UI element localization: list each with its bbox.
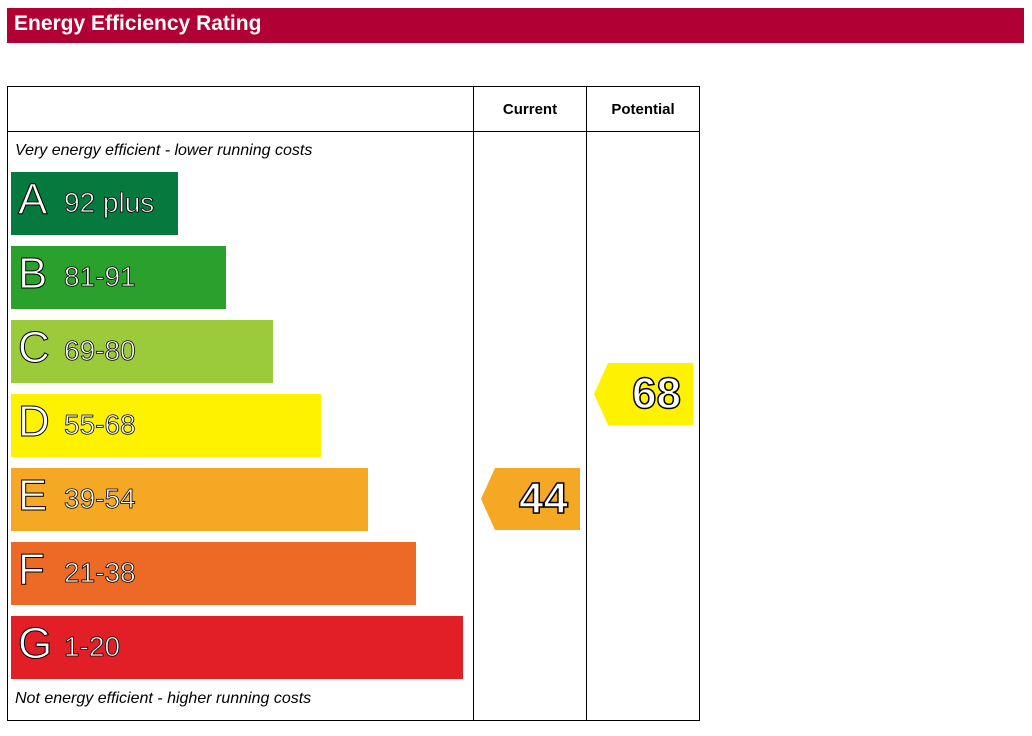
current-rating-value: 44 <box>518 473 568 524</box>
band-c: C 69-80 <box>11 320 273 383</box>
current-rating-marker: 44 <box>481 468 580 530</box>
band-d: D 55-68 <box>11 394 321 457</box>
band-range: 69-80 <box>64 335 136 367</box>
divider-potential <box>586 87 587 720</box>
top-caption: Very energy efficient - lower running co… <box>15 142 313 159</box>
potential-marker-shape <box>594 363 693 425</box>
band-g: G 1-20 <box>11 616 463 679</box>
potential-column-header: Potential <box>611 101 675 118</box>
band-letter: G <box>17 619 53 669</box>
band-a: A 92 plus <box>11 172 178 235</box>
band-range: 1-20 <box>64 631 121 663</box>
potential-rating-value: 68 <box>631 368 681 419</box>
potential-rating-marker: 68 <box>594 363 693 425</box>
band-range: 92 plus <box>64 187 155 219</box>
current-column-header: Current <box>502 101 558 118</box>
band-letter: F <box>18 545 46 595</box>
band-range: 39-54 <box>64 483 136 515</box>
bottom-caption: Not energy efficient - higher running co… <box>15 690 312 707</box>
title-bar: Energy Efficiency Rating <box>7 8 1024 43</box>
band-letter: B <box>17 249 48 299</box>
band-f: F 21-38 <box>11 542 416 605</box>
band-letter: E <box>17 471 48 521</box>
band-range: 55-68 <box>64 409 136 441</box>
band-letter: C <box>18 323 51 373</box>
page-title: Energy Efficiency Rating <box>14 12 262 35</box>
current-marker-shape <box>481 468 580 530</box>
band-letter: D <box>18 397 51 447</box>
band-letter: A <box>17 175 48 225</box>
band-b: B 81-91 <box>11 246 226 309</box>
band-e: E 39-54 <box>11 468 368 531</box>
divider-current <box>473 87 474 720</box>
header-divider <box>8 131 699 132</box>
band-range: 81-91 <box>64 261 136 293</box>
rating-table: Current Potential Very energy efficient … <box>7 86 700 721</box>
band-range: 21-38 <box>64 557 136 589</box>
